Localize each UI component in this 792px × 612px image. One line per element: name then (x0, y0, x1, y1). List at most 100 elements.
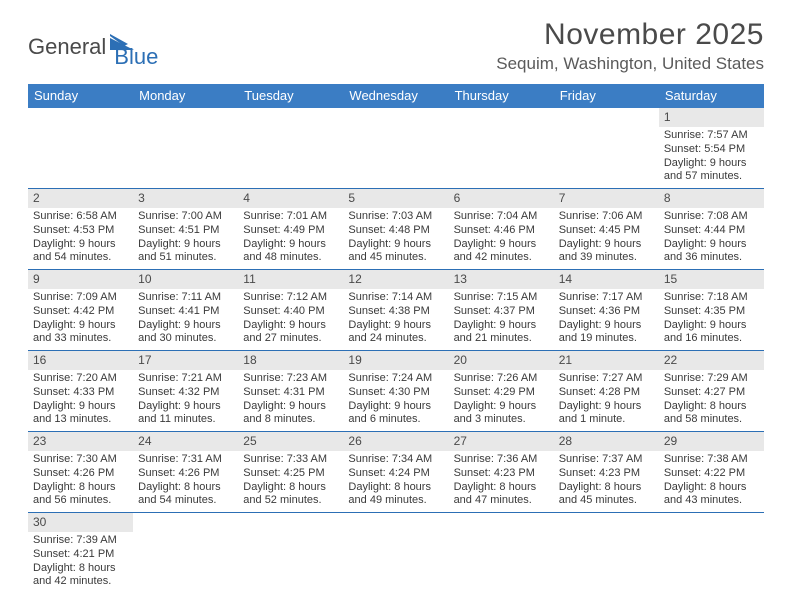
sunrise-text: Sunrise: 7:29 AM (664, 372, 759, 386)
day-cell (554, 513, 659, 593)
day-body: Sunrise: 7:15 AMSunset: 4:37 PMDaylight:… (449, 289, 554, 350)
day-number: 5 (343, 189, 448, 208)
sunset-text: Sunset: 4:38 PM (348, 305, 443, 319)
sunrise-text: Sunrise: 7:09 AM (33, 291, 128, 305)
day-body: Sunrise: 7:03 AMSunset: 4:48 PMDaylight:… (343, 208, 448, 269)
sunset-text: Sunset: 4:26 PM (138, 467, 233, 481)
sunrise-text: Sunrise: 6:58 AM (33, 210, 128, 224)
day-cell (133, 108, 238, 188)
day-number: 28 (554, 432, 659, 451)
day-number: 4 (238, 189, 343, 208)
sunrise-text: Sunrise: 7:18 AM (664, 291, 759, 305)
day-cell (133, 513, 238, 593)
day-cell: 9Sunrise: 7:09 AMSunset: 4:42 PMDaylight… (28, 270, 133, 350)
daylight-text: Daylight: 8 hours and 47 minutes. (454, 481, 549, 509)
day-body: Sunrise: 7:24 AMSunset: 4:30 PMDaylight:… (343, 370, 448, 431)
sunset-text: Sunset: 4:32 PM (138, 386, 233, 400)
week-row: 23Sunrise: 7:30 AMSunset: 4:26 PMDayligh… (28, 432, 764, 513)
day-body: Sunrise: 7:12 AMSunset: 4:40 PMDaylight:… (238, 289, 343, 350)
day-cell (659, 513, 764, 593)
day-cell: 28Sunrise: 7:37 AMSunset: 4:23 PMDayligh… (554, 432, 659, 512)
daylight-text: Daylight: 9 hours and 39 minutes. (559, 238, 654, 266)
day-cell: 12Sunrise: 7:14 AMSunset: 4:38 PMDayligh… (343, 270, 448, 350)
day-header-sat: Saturday (659, 84, 764, 108)
daylight-text: Daylight: 9 hours and 16 minutes. (664, 319, 759, 347)
sunset-text: Sunset: 4:22 PM (664, 467, 759, 481)
day-number: 17 (133, 351, 238, 370)
daylight-text: Daylight: 8 hours and 45 minutes. (559, 481, 654, 509)
day-number: 2 (28, 189, 133, 208)
day-number: 9 (28, 270, 133, 289)
sunset-text: Sunset: 4:35 PM (664, 305, 759, 319)
day-body: Sunrise: 7:39 AMSunset: 4:21 PMDaylight:… (28, 532, 133, 593)
sunset-text: Sunset: 4:51 PM (138, 224, 233, 238)
week-row: 2 Sunrise: 6:58 AMSunset: 4:53 PM Daylight… (28, 189, 764, 270)
daylight-text: Daylight: 9 hours and 42 minutes. (454, 238, 549, 266)
day-number: 7 (554, 189, 659, 208)
sunset-text: Sunset: 4:27 PM (664, 386, 759, 400)
week-row: 9Sunrise: 7:09 AMSunset: 4:42 PMDaylight… (28, 270, 764, 351)
day-body: Sunrise: 7:38 AMSunset: 4:22 PMDaylight:… (659, 451, 764, 512)
week-row: 16Sunrise: 7:20 AMSunset: 4:33 PMDayligh… (28, 351, 764, 432)
day-cell: 2Sunrise: 6:58 AMSunset: 4:53 PMDaylight… (28, 189, 133, 269)
sunrise-text: Sunrise: 7:00 AM (138, 210, 233, 224)
day-cell: 27Sunrise: 7:36 AMSunset: 4:23 PMDayligh… (449, 432, 554, 512)
day-number: 14 (554, 270, 659, 289)
daylight-text: Daylight: 9 hours and 3 minutes. (454, 400, 549, 428)
daylight-text: Daylight: 9 hours and 11 minutes. (138, 400, 233, 428)
sunset-text: Sunset: 4:53 PM (33, 224, 128, 238)
sunset-text: Sunset: 4:23 PM (559, 467, 654, 481)
day-body: Sunrise: 7:57 AMSunset: 5:54 PMDaylight:… (659, 127, 764, 188)
sunrise-text: Sunrise: 7:34 AM (348, 453, 443, 467)
day-number: 24 (133, 432, 238, 451)
day-cell: 14Sunrise: 7:17 AMSunset: 4:36 PMDayligh… (554, 270, 659, 350)
sunset-text: Sunset: 4:25 PM (243, 467, 338, 481)
sunrise-text: Sunrise: 7:31 AM (138, 453, 233, 467)
day-number: 29 (659, 432, 764, 451)
daylight-text: Daylight: 9 hours and 45 minutes. (348, 238, 443, 266)
day-header-row: Sunday Monday Tuesday Wednesday Thursday… (28, 84, 764, 108)
sunset-text: Sunset: 5:54 PM (664, 143, 759, 157)
day-number: 18 (238, 351, 343, 370)
sunset-text: Sunset: 4:30 PM (348, 386, 443, 400)
sunrise-text: Sunrise: 7:06 AM (559, 210, 654, 224)
day-cell: 18Sunrise: 7:23 AMSunset: 4:31 PMDayligh… (238, 351, 343, 431)
daylight-text: Daylight: 8 hours and 58 minutes. (664, 400, 759, 428)
day-number: 30 (28, 513, 133, 532)
daylight-text: Daylight: 8 hours and 54 minutes. (138, 481, 233, 509)
sunrise-text: Sunrise: 7:30 AM (33, 453, 128, 467)
daylight-text: Daylight: 8 hours and 42 minutes. (33, 562, 128, 590)
sunrise-text: Sunrise: 7:12 AM (243, 291, 338, 305)
day-cell: 24 Sunrise: 7:31 AMSunset: 4:26 PMDayligh… (133, 432, 238, 512)
sunrise-text: Sunrise: 7:38 AM (664, 453, 759, 467)
sunrise-text: Sunrise: 7:27 AM (559, 372, 654, 386)
day-body: Sunrise: 7:33 AMSunset: 4:25 PMDaylight:… (238, 451, 343, 512)
day-body: Sunrise: 7:11 AMSunset: 4:41 PMDaylight:… (133, 289, 238, 350)
sunrise-text: Sunrise: 7:57 AM (664, 129, 759, 143)
daylight-text: Daylight: 9 hours and 6 minutes. (348, 400, 443, 428)
sunset-text: Sunset: 4:21 PM (33, 548, 128, 562)
day-body: Sunrise: 7:23 AMSunset: 4:31 PMDaylight:… (238, 370, 343, 431)
sunset-text: Sunset: 4:24 PM (348, 467, 443, 481)
day-cell (343, 513, 448, 593)
day-body: Sunrise: 7:34 AMSunset: 4:24 PMDaylight:… (343, 451, 448, 512)
day-cell: 3Sunrise: 7:00 AMSunset: 4:51 PMDaylight… (133, 189, 238, 269)
daylight-text: Daylight: 9 hours and 30 minutes. (138, 319, 233, 347)
day-header-sun: Sunday (28, 84, 133, 108)
day-cell (343, 108, 448, 188)
day-cell: 19Sunrise: 7:24 AMSunset: 4:30 PMDayligh… (343, 351, 448, 431)
sunrise-text: Sunrise: 7:33 AM (243, 453, 338, 467)
day-cell: 5Sunrise: 7:03 AMSunset: 4:48 PMDaylight… (343, 189, 448, 269)
day-cell (28, 108, 133, 188)
daylight-text: Daylight: 9 hours and 48 minutes. (243, 238, 338, 266)
day-cell: 15Sunrise: 7:18 AMSunset: 4:35 PMDayligh… (659, 270, 764, 350)
day-number: 13 (449, 270, 554, 289)
daylight-text: Daylight: 9 hours and 1 minute. (559, 400, 654, 428)
day-cell: 4Sunrise: 7:01 AMSunset: 4:49 PMDaylight… (238, 189, 343, 269)
day-body: Sunrise: 7:08 AMSunset: 4:44 PMDaylight:… (659, 208, 764, 269)
day-cell: 22Sunrise: 7:29 AMSunset: 4:27 PMDayligh… (659, 351, 764, 431)
daylight-text: Daylight: 9 hours and 33 minutes. (33, 319, 128, 347)
day-cell: 13Sunrise: 7:15 AMSunset: 4:37 PMDayligh… (449, 270, 554, 350)
daylight-text: Daylight: 9 hours and 24 minutes. (348, 319, 443, 347)
day-body: Sunrise: 7:27 AMSunset: 4:28 PMDaylight:… (554, 370, 659, 431)
